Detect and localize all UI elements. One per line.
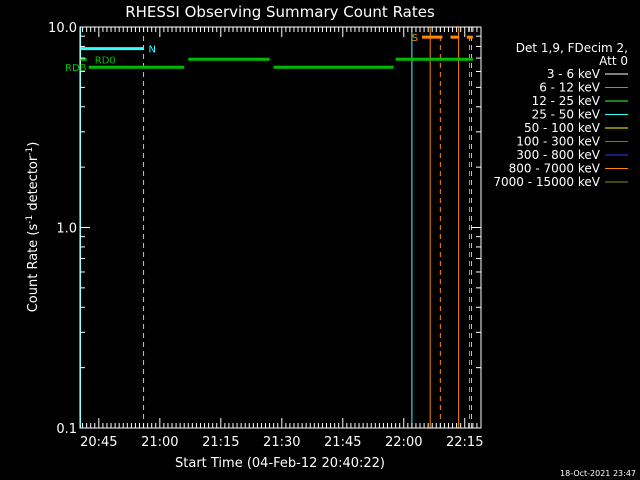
- flag-label-s: S: [412, 33, 418, 44]
- y-axis: 0.1 1.0 10.0: [48, 21, 481, 437]
- plot-marks: N S RD0 RDB: [65, 27, 473, 428]
- y-label-sup1: -1: [25, 215, 35, 224]
- legend-label: 50 - 100 keV: [524, 121, 601, 135]
- flag-label-rdb: RDB: [65, 63, 87, 74]
- footer-timestamp: 18-Oct-2021 23:47: [560, 469, 636, 478]
- legend-label: 6 - 12 keV: [539, 81, 601, 95]
- legend-header-line1: Det 1,9, FDecim 2,: [516, 41, 628, 55]
- x-tick-label: 20:45: [80, 435, 117, 450]
- x-tick-label: 21:30: [263, 435, 300, 450]
- x-tick-label: 21:00: [141, 435, 178, 450]
- legend-label: 12 - 25 keV: [532, 94, 601, 108]
- legend-label: 25 - 50 keV: [532, 108, 601, 122]
- legend-label: 3 - 6 keV: [547, 67, 601, 81]
- flag-label-n: N: [149, 45, 156, 56]
- legend-label: 100 - 300 keV: [516, 135, 600, 149]
- chart-title: RHESSI Observing Summary Count Rates: [125, 3, 435, 21]
- x-tick-label: 22:15: [446, 435, 483, 450]
- x-axis-label: Start Time (04-Feb-12 20:40:22): [175, 456, 385, 471]
- y-tick-label: 0.1: [56, 422, 77, 437]
- y-label-base: Count Rate (s: [26, 224, 41, 313]
- flag-label-rd0: RD0: [95, 55, 116, 66]
- y-tick-label: 1.0: [56, 222, 77, 237]
- y-label-end: ): [26, 142, 41, 147]
- legend-label: 7000 - 15000 keV: [493, 175, 600, 189]
- plot-frame: [79, 26, 482, 429]
- x-tick-label: 22:00: [385, 435, 422, 450]
- x-tick-label: 21:15: [202, 435, 239, 450]
- x-axis: 20:45 21:00 21:15 21:30 21:45 22:00 22:15: [80, 27, 483, 450]
- y-tick-label: 10.0: [48, 21, 77, 36]
- y-axis-label: Count Rate (s-1 detector-1): [25, 142, 41, 313]
- y-label-mid: detector: [26, 155, 41, 215]
- x-tick-label: 21:45: [324, 435, 361, 450]
- legend-header-line2: Att 0: [599, 54, 628, 68]
- legend-label: 800 - 7000 keV: [509, 162, 601, 176]
- y-label-sup2: -1: [25, 147, 35, 156]
- legend-label: 300 - 800 keV: [516, 148, 600, 162]
